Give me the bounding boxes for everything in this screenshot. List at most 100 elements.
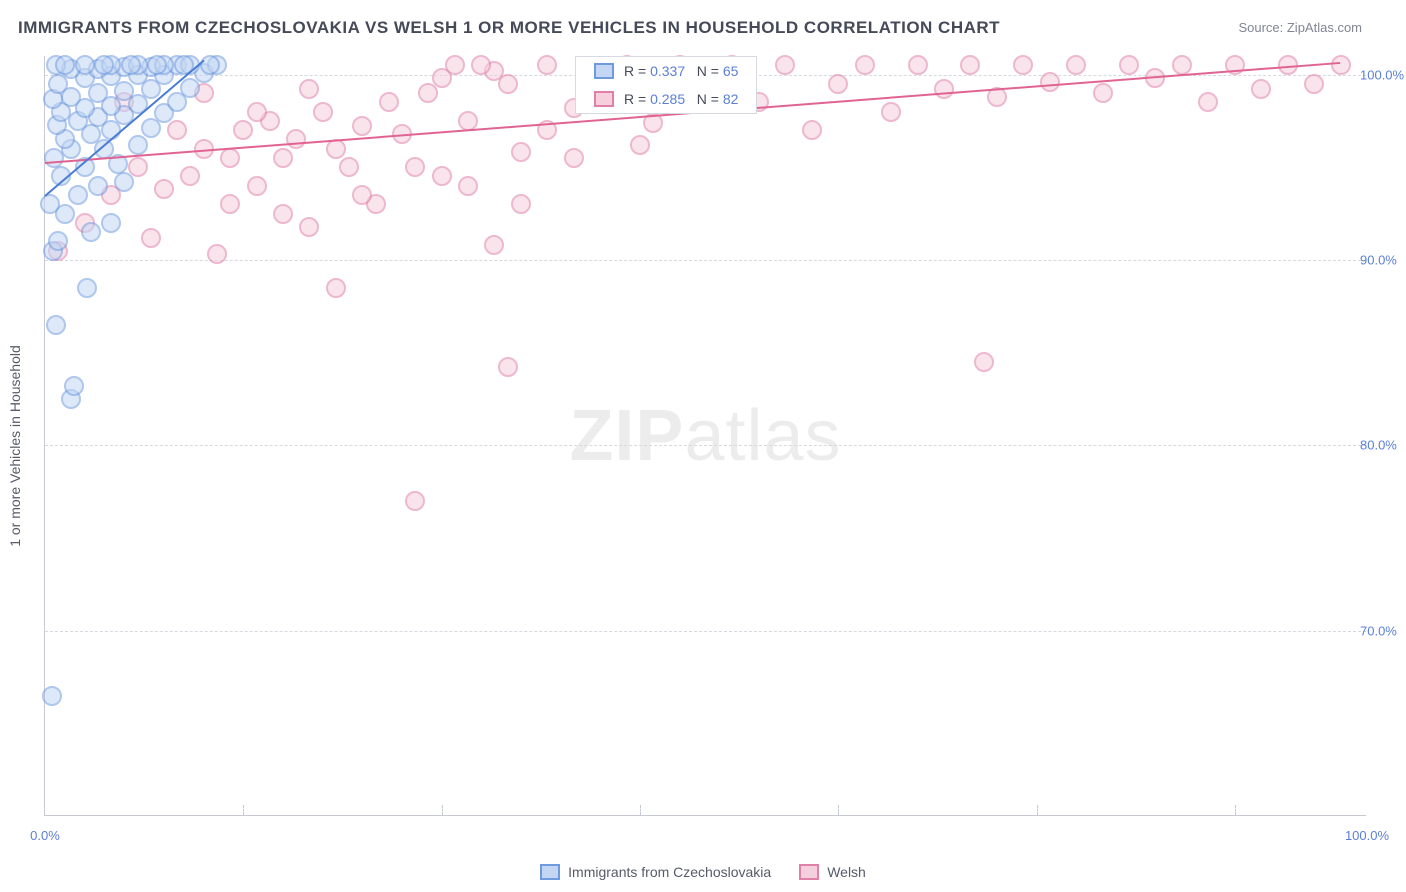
scatter-point-b	[498, 357, 518, 377]
scatter-point-b	[286, 129, 306, 149]
scatter-point-b	[1093, 83, 1113, 103]
watermark-light: atlas	[684, 396, 841, 476]
scatter-point-b	[207, 244, 227, 264]
scatter-point-b	[1119, 55, 1139, 75]
scatter-point-b	[313, 102, 333, 122]
scatter-point-b	[233, 120, 253, 140]
legend-item-a: Immigrants from Czechoslovakia	[540, 864, 771, 880]
chart-source: Source: ZipAtlas.com	[1238, 20, 1362, 35]
scatter-point-b	[180, 166, 200, 186]
stats-text: R = 0.285 N = 82	[624, 91, 738, 107]
scatter-point-a	[101, 213, 121, 233]
scatter-point-a	[68, 185, 88, 205]
scatter-point-b	[405, 157, 425, 177]
chart-title: IMMIGRANTS FROM CZECHOSLOVAKIA VS WELSH …	[18, 18, 1000, 38]
chart-container: IMMIGRANTS FROM CZECHOSLOVAKIA VS WELSH …	[0, 0, 1406, 892]
x-tick-mark	[838, 805, 839, 815]
watermark-bold: ZIP	[569, 396, 684, 476]
stats-swatch	[594, 63, 614, 79]
x-tick-mark	[1235, 805, 1236, 815]
scatter-point-a	[46, 315, 66, 335]
scatter-point-b	[960, 55, 980, 75]
scatter-point-b	[273, 148, 293, 168]
gridline-h	[45, 260, 1366, 261]
scatter-point-a	[55, 55, 75, 75]
scatter-point-a	[42, 686, 62, 706]
scatter-point-b	[1251, 79, 1271, 99]
scatter-point-b	[432, 68, 452, 88]
scatter-point-b	[511, 194, 531, 214]
gridline-h	[45, 445, 1366, 446]
scatter-point-b	[1331, 55, 1351, 75]
scatter-point-b	[881, 102, 901, 122]
scatter-point-b	[273, 204, 293, 224]
x-tick-label: 100.0%	[1345, 828, 1389, 843]
scatter-point-b	[537, 55, 557, 75]
scatter-point-b	[247, 176, 267, 196]
gridline-h	[45, 631, 1366, 632]
scatter-point-a	[114, 172, 134, 192]
y-tick-label: 90.0%	[1360, 252, 1406, 267]
scatter-point-b	[974, 352, 994, 372]
stats-legend-row: R = 0.337 N = 65	[576, 57, 756, 85]
scatter-point-a	[114, 81, 134, 101]
scatter-point-b	[405, 491, 425, 511]
scatter-point-b	[299, 79, 319, 99]
scatter-point-b	[802, 120, 822, 140]
scatter-point-b	[339, 157, 359, 177]
watermark: ZIPatlas	[569, 395, 841, 477]
y-tick-label: 70.0%	[1360, 623, 1406, 638]
legend-label-b: Welsh	[827, 864, 866, 880]
stats-text: R = 0.337 N = 65	[624, 63, 738, 79]
scatter-point-b	[167, 120, 187, 140]
scatter-point-b	[299, 217, 319, 237]
scatter-point-a	[128, 135, 148, 155]
stats-legend-row: R = 0.285 N = 82	[576, 85, 756, 113]
scatter-point-b	[564, 148, 584, 168]
legend-item-b: Welsh	[799, 864, 866, 880]
scatter-point-b	[511, 142, 531, 162]
y-tick-label: 100.0%	[1360, 67, 1406, 82]
x-tick-mark	[640, 805, 641, 815]
scatter-point-a	[77, 278, 97, 298]
bottom-legend: Immigrants from Czechoslovakia Welsh	[0, 864, 1406, 880]
legend-swatch-a	[540, 864, 560, 880]
scatter-point-b	[432, 166, 452, 186]
scatter-point-a	[40, 194, 60, 214]
scatter-point-b	[471, 55, 491, 75]
stats-swatch	[594, 91, 614, 107]
x-tick-label: 0.0%	[30, 828, 60, 843]
scatter-point-b	[220, 194, 240, 214]
scatter-point-b	[828, 74, 848, 94]
legend-label-a: Immigrants from Czechoslovakia	[568, 864, 771, 880]
scatter-point-b	[484, 235, 504, 255]
scatter-point-b	[141, 228, 161, 248]
x-tick-mark	[243, 805, 244, 815]
scatter-point-b	[775, 55, 795, 75]
scatter-point-a	[121, 55, 141, 75]
scatter-point-a	[88, 176, 108, 196]
scatter-point-b	[1198, 92, 1218, 112]
scatter-point-b	[855, 55, 875, 75]
scatter-point-b	[1040, 72, 1060, 92]
scatter-point-b	[220, 148, 240, 168]
scatter-point-b	[908, 55, 928, 75]
scatter-point-b	[326, 278, 346, 298]
scatter-point-b	[934, 79, 954, 99]
scatter-point-a	[147, 55, 167, 75]
scatter-point-b	[154, 179, 174, 199]
y-tick-label: 80.0%	[1360, 438, 1406, 453]
x-tick-mark	[442, 805, 443, 815]
plot-area: ZIPatlas 70.0%80.0%90.0%100.0%0.0%100.0%…	[44, 56, 1366, 816]
scatter-point-b	[247, 102, 267, 122]
scatter-point-b	[1066, 55, 1086, 75]
scatter-point-a	[64, 376, 84, 396]
scatter-point-b	[1013, 55, 1033, 75]
scatter-point-b	[458, 176, 478, 196]
x-tick-mark	[1037, 805, 1038, 815]
scatter-point-b	[379, 92, 399, 112]
scatter-point-b	[1172, 55, 1192, 75]
scatter-point-a	[81, 222, 101, 242]
scatter-point-a	[94, 55, 114, 75]
stats-legend: R = 0.337 N = 65 R = 0.285 N = 82	[575, 56, 757, 114]
